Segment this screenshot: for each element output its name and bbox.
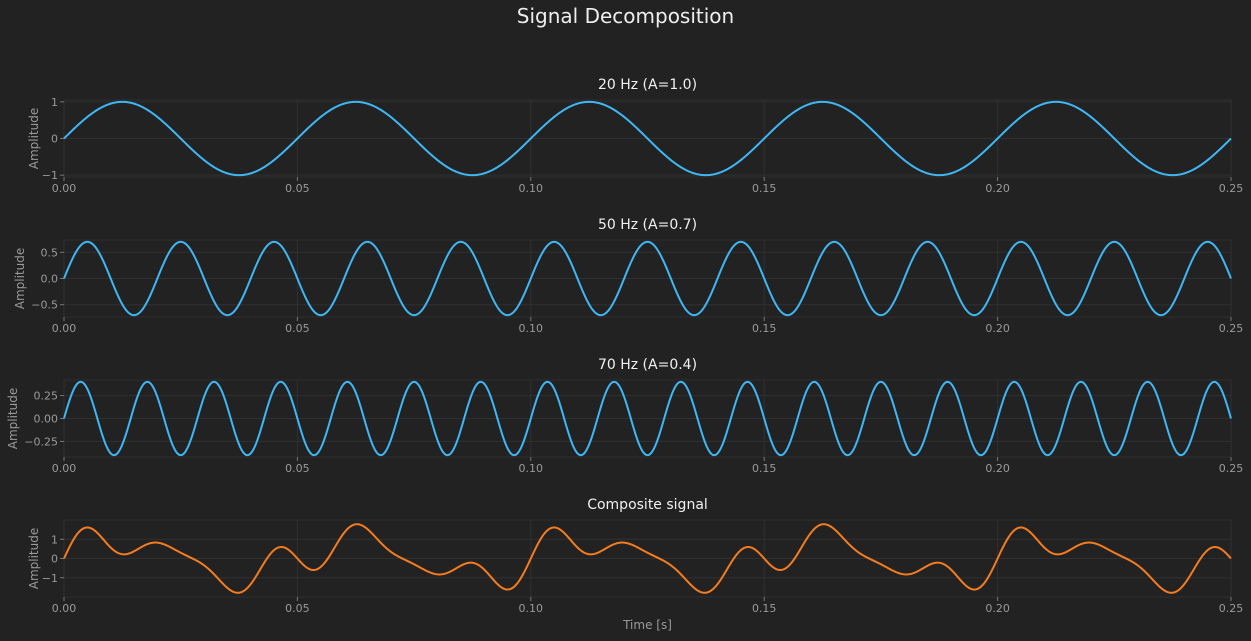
signal-line [63,100,1232,177]
x-tick-label: 0.05 [285,602,310,615]
x-tick-label: 0.00 [52,182,77,195]
x-tick-label: 0.15 [752,322,777,335]
y-tick-label: 0.5 [41,246,59,259]
y-tick-label: 0 [51,133,58,146]
x-tick-label: 0.05 [285,182,310,195]
y-tick-label: 1 [51,533,58,546]
x-tick-label: 0.25 [1219,462,1244,475]
y-tick-label: 1 [51,96,58,109]
y-tick-label: −0.5 [31,299,58,312]
figure-title: Signal Decomposition [516,4,735,28]
x-tick-label: 0.00 [52,322,77,335]
x-tick-label: 0.00 [52,462,77,475]
x-tick-label: 0.00 [52,602,77,615]
signal-line [63,240,1232,317]
x-tick-label: 0.10 [519,602,544,615]
signal-line [63,523,1232,594]
x-tick-label: 0.15 [752,462,777,475]
y-tick-label: −1 [42,572,58,585]
x-tick-label: 0.20 [985,182,1010,195]
x-tick-label: 0.15 [752,602,777,615]
signal-line [63,380,1232,457]
y-tick-label: 0.25 [34,390,59,403]
panel-1: 0.00 0.05 0.10 0.15 0.20 0.25 −1 0 1 Amplitude 20 … [27,77,1243,195]
x-tick-label: 0.05 [285,322,310,335]
x-tick-label: 0.25 [1219,602,1244,615]
y-tick-label: 0 [51,553,58,566]
y-axis-label: Amplitude [27,108,41,170]
panel-title: 20 Hz (A=1.0) [598,77,697,93]
x-tick-label: 0.05 [285,462,310,475]
y-axis-label: Amplitude [13,248,27,310]
x-tick-label: 0.20 [985,462,1010,475]
x-tick-label: 0.15 [752,182,777,195]
panel-4: 0.00 0.05 0.10 0.15 0.20 0.25 −1 0 1 Amplitude Com… [27,497,1243,632]
y-axis-label: Amplitude [6,388,20,450]
x-tick-label: 0.20 [985,602,1010,615]
panel-title: 50 Hz (A=0.7) [598,217,697,233]
y-tick-label: 0.00 [34,413,59,426]
y-tick-label: 0.0 [41,273,59,286]
y-tick-label: −1 [42,169,58,182]
x-tick-label: 0.25 [1219,182,1244,195]
x-tick-label: 0.10 [519,182,544,195]
panel-3: 0.00 0.05 0.10 0.15 0.20 0.25 −0.25 0.00 0.25 Amp… [6,357,1243,475]
x-tick-label: 0.25 [1219,322,1244,335]
x-tick-label: 0.10 [519,462,544,475]
panel-title: Composite signal [587,497,708,513]
y-axis-label: Amplitude [27,528,41,590]
y-tick-label: −0.25 [24,435,58,448]
x-axis-label: Time [s] [622,618,672,632]
panel-title: 70 Hz (A=0.4) [598,357,697,373]
x-tick-label: 0.10 [519,322,544,335]
x-tick-label: 0.20 [985,322,1010,335]
panel-2: 0.00 0.05 0.10 0.15 0.20 0.25 −0.5 0.0 0.5 Amplit… [13,217,1243,335]
